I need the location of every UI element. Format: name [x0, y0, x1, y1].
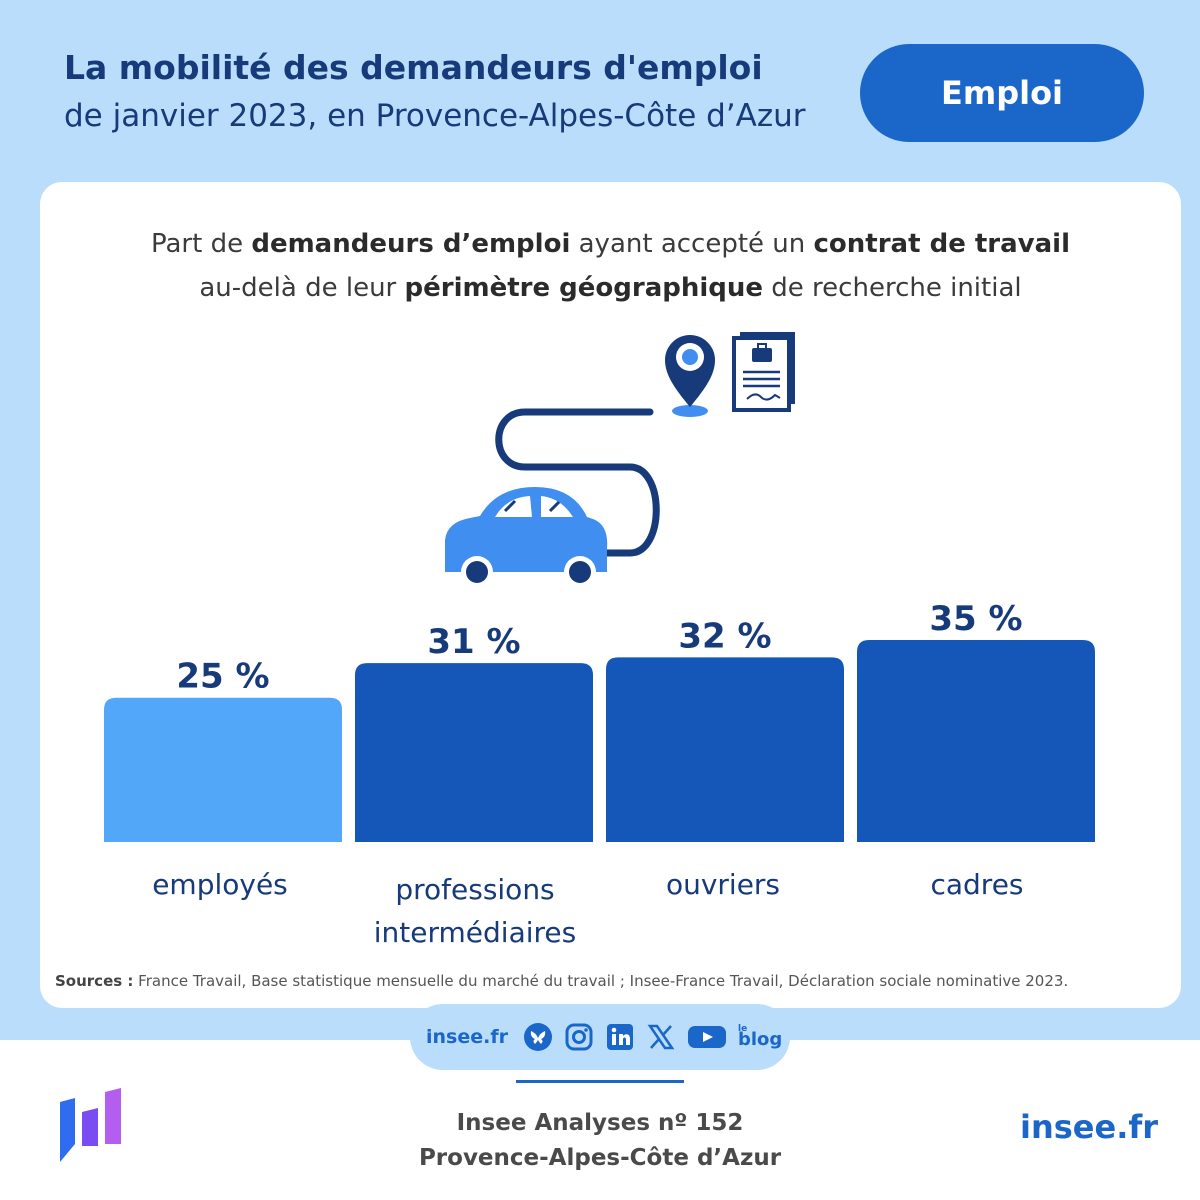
publication-reference: Insee Analyses nº 152: [456, 1110, 744, 1136]
route-path: [495, 408, 660, 557]
bar-3: [857, 640, 1095, 842]
bar-group: 25 % employés 31 % professions intermédiaire…: [104, 599, 1095, 949]
social-site-link[interactable]: insee.fr: [426, 1026, 508, 1048]
insee-logo-icon: [60, 1088, 121, 1162]
chart-card: Part de demandeurs d’emploi ayant accept…: [40, 182, 1181, 1008]
sources-note: Sources : France Travail, Base statistiq…: [55, 972, 1175, 990]
category-label: intermédiaires: [374, 916, 576, 949]
sources-label: Sources :: [55, 972, 134, 990]
instagram-icon[interactable]: [564, 1022, 594, 1052]
bar-2: [606, 657, 844, 842]
question-emphasis: contrat de travail: [813, 229, 1070, 259]
page-title: La mobilité des demandeurs d'emploi: [64, 48, 763, 87]
sources-text: France Travail, Base statistique mensuel…: [133, 972, 1069, 990]
bluesky-icon[interactable]: [523, 1022, 553, 1052]
question-emphasis: périmètre géographique: [404, 273, 764, 303]
footer-site-link[interactable]: insee.fr: [1020, 1108, 1159, 1146]
car-icon: [445, 487, 608, 588]
linkedin-icon[interactable]: [605, 1022, 635, 1052]
category-tag[interactable]: Emploi: [860, 44, 1144, 142]
bar-0: [104, 697, 342, 842]
category-label: employés: [152, 868, 288, 901]
blog-icon-small: le: [737, 1024, 748, 1034]
bar-value-label: 32 %: [678, 616, 771, 656]
bar-value-label: 35 %: [929, 599, 1022, 639]
map-pin-icon: [665, 335, 715, 417]
blog-icon[interactable]: le blog: [738, 1025, 782, 1049]
question-text: Part de: [150, 229, 252, 259]
publication-region: Provence-Alpes-Côte d’Azur: [418, 1145, 782, 1171]
question-text: au-delà de leur: [199, 273, 405, 303]
question-text: de recherche initial: [763, 273, 1022, 303]
category-label: ouvriers: [666, 868, 780, 901]
social-links-bar: insee.fr le blog: [410, 1004, 790, 1070]
footer-divider: [516, 1080, 684, 1083]
youtube-icon[interactable]: [687, 1022, 727, 1052]
car-route-illustration: [445, 332, 795, 588]
chart-question: Part de demandeurs d’emploi ayant accept…: [40, 222, 1181, 310]
question-emphasis: demandeurs d’emploi: [251, 229, 571, 259]
category-label: professions: [395, 873, 554, 906]
contract-document-icon: [732, 332, 795, 412]
question-text: ayant accepté un: [570, 229, 814, 259]
category-tag-label: Emploi: [940, 74, 1064, 112]
blog-icon-label: blog: [737, 1029, 783, 1050]
bar-1: [355, 663, 593, 842]
bar-chart: 25 % employés 31 % professions intermédiaire…: [104, 599, 1095, 949]
x-icon[interactable]: [646, 1022, 676, 1052]
bar-value-label: 31 %: [427, 622, 520, 662]
bar-value-label: 25 %: [176, 657, 269, 697]
page-subtitle: de janvier 2023, en Provence-Alpes-Côte …: [64, 98, 806, 134]
category-label: cadres: [930, 868, 1023, 901]
